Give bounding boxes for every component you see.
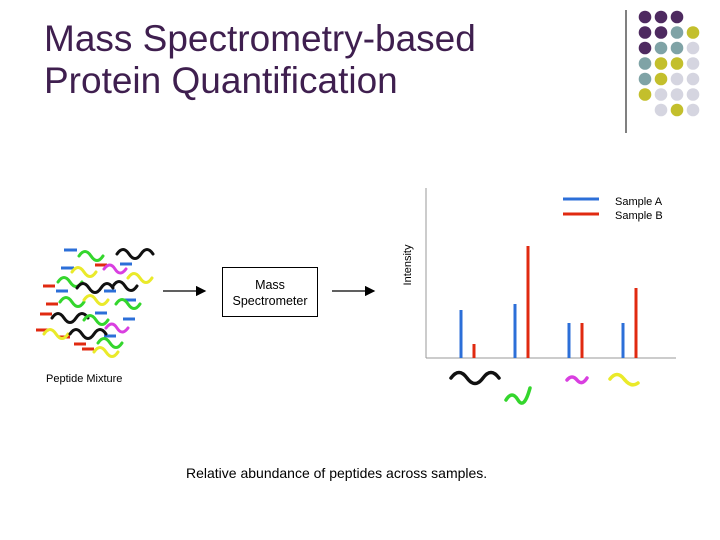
decorative-dot [686, 72, 700, 86]
decorative-dot [638, 88, 652, 101]
y-axis-label: Intensity [402, 244, 414, 286]
peptide-mixture [36, 248, 155, 358]
peptide-magenta-icon [565, 375, 589, 385]
decorative-dot [670, 10, 684, 24]
title-line-1: Mass Spectrometry-based [44, 18, 476, 59]
peptide-magenta [102, 263, 128, 275]
peptide-green [77, 250, 105, 262]
decorative-dot [638, 41, 652, 55]
decorative-dot [670, 57, 684, 70]
peptide-yellow [70, 266, 98, 278]
decorative-dot [654, 10, 668, 24]
page-title: Mass Spectrometry-based Protein Quantifi… [44, 18, 604, 102]
decorative-dot [654, 26, 668, 39]
spectrum-chart [425, 188, 676, 359]
decorative-dot [686, 103, 700, 117]
peptide-green [96, 337, 124, 349]
decorative-dot [686, 26, 700, 39]
peptide-magenta [104, 322, 130, 334]
ms-label-line-2: Spectrometer [232, 294, 308, 308]
decorative-dot [638, 72, 652, 86]
peptide-green [58, 296, 86, 308]
figure-caption: Relative abundance of peptides across sa… [186, 465, 488, 481]
decorative-dot [670, 41, 684, 55]
decorative-dot [654, 88, 668, 101]
title-line-2: Protein Quantification [44, 60, 398, 101]
peptide-green [82, 314, 110, 326]
decorative-dot [670, 88, 684, 101]
peptide-black [115, 248, 155, 260]
peptide-yellow-icon [608, 372, 640, 387]
mass-spectrometer-box: Mass Spectrometer [222, 267, 318, 317]
decorative-dot [638, 26, 652, 39]
peptide-yellow [92, 346, 120, 358]
decorative-dot [654, 57, 668, 70]
peptide-yellow [126, 272, 154, 284]
decorative-dot [670, 26, 684, 39]
peptide-black [68, 328, 108, 340]
legend-label-sample-b: Sample B [615, 210, 663, 222]
peptide-black [111, 280, 139, 292]
ms-label-line-1: Mass [255, 278, 285, 292]
decorative-dot [686, 88, 700, 101]
peptide-yellow [42, 328, 70, 340]
decorative-dot [654, 41, 668, 55]
peptide-black [50, 312, 90, 324]
decorative-dot [670, 72, 684, 86]
peptide-green-icon [504, 386, 532, 405]
peptide-green [114, 298, 142, 310]
peptide-identities [449, 370, 640, 405]
peptide-black [75, 282, 115, 294]
decorative-dot [686, 41, 700, 55]
legend-label-sample-a: Sample A [615, 196, 663, 208]
peptide-yellow [82, 294, 110, 306]
decorative-dot-grid [625, 10, 700, 133]
decorative-dot [638, 57, 652, 70]
decorative-dot [654, 72, 668, 86]
decorative-dot [654, 103, 668, 117]
decorative-dot [638, 10, 652, 24]
peptide-black-icon [449, 370, 501, 386]
decorative-dot [670, 103, 684, 117]
decorative-dot [686, 57, 700, 70]
peptide-mixture-label: Peptide Mixture [46, 373, 123, 385]
